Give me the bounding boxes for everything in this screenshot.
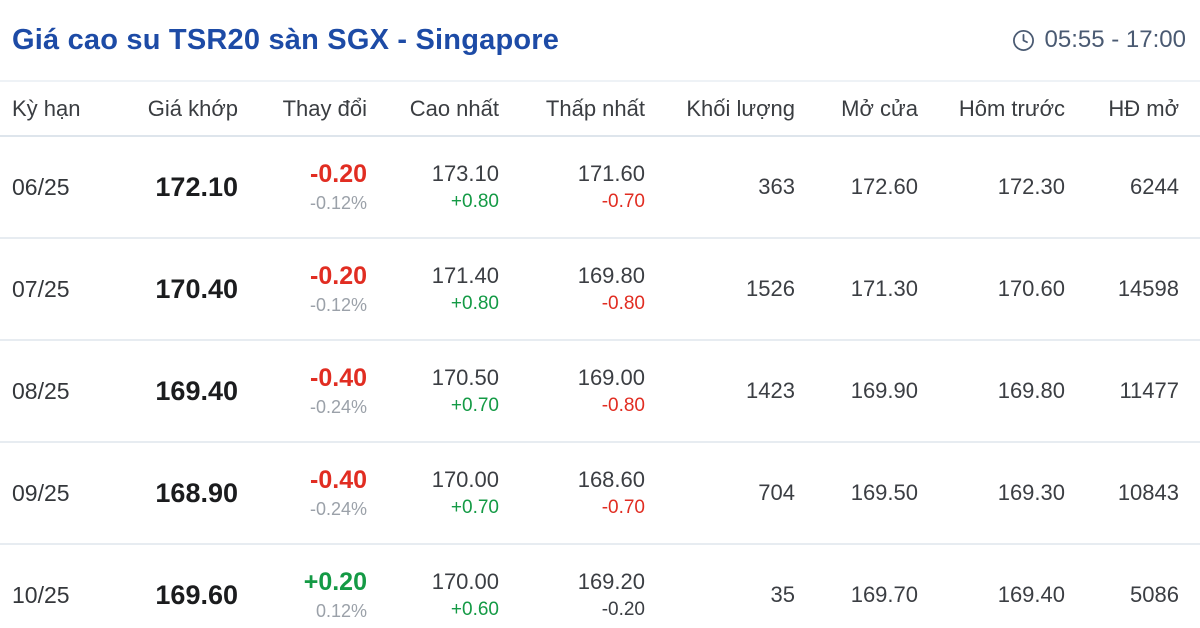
col-header-open: Mở cửa [795,82,918,137]
low-value: 169.00 [577,364,645,390]
change-cell: -0.40 -0.24% [238,442,367,545]
table-row: 10/25 169.60 +0.20 0.12% 170.00 +0.60 16… [0,544,1200,628]
low-delta: -0.80 [601,395,645,417]
high-delta: +0.60 [450,599,499,621]
change-value: -0.20 [310,160,367,189]
low-delta: -0.80 [601,293,645,315]
volume: 704 [645,442,795,545]
high-delta: +0.70 [450,497,499,519]
volume: 1526 [645,238,795,341]
high-cell: 170.00 +0.70 [367,442,499,545]
open-interest: 11477 [1065,340,1200,443]
high-cell: 170.50 +0.70 [367,340,499,443]
open-price: 171.30 [795,238,918,341]
price-table: Kỳ hạn Giá khớp Thay đổi Cao nhất Thấp n… [0,82,1200,628]
high-cell: 173.10 +0.80 [367,136,499,239]
col-header-prev-close: Hôm trước [918,82,1065,137]
low-value: 168.60 [577,466,645,492]
change-percent: -0.12% [309,294,367,315]
high-delta: +0.80 [450,191,499,213]
high-delta: +0.80 [450,293,499,315]
high-cell: 170.00 +0.60 [367,544,499,628]
low-cell: 169.20 -0.20 [499,544,645,628]
prev-close: 169.30 [918,442,1065,545]
page-title: Giá cao su TSR20 sàn SGX - Singapore [12,23,560,56]
col-header-contract: Kỳ hạn [0,82,112,137]
clock-icon [1011,28,1036,53]
high-delta: +0.70 [450,395,499,417]
high-value: 170.00 [431,466,499,492]
high-value: 170.00 [431,568,499,594]
low-value: 169.20 [577,568,645,594]
prev-close: 169.40 [997,582,1065,607]
table-row: 07/25 170.40 -0.20 -0.12% 171.40 +0.80 1… [0,238,1200,341]
last-price: 169.60 [155,579,238,610]
last-price: 169.40 [112,340,238,443]
table-row: 06/25 172.10 -0.20 -0.12% 173.10 +0.80 1… [0,136,1200,239]
widget-header: Giá cao su TSR20 sàn SGX - Singapore 05:… [0,0,1200,82]
high-value: 173.10 [431,160,499,186]
change-percent: 0.12% [315,600,367,621]
table-row: 09/25 168.90 -0.40 -0.24% 170.00 +0.70 1… [0,442,1200,545]
volume: 363 [645,136,795,239]
col-header-last-price: Giá khớp [112,82,238,137]
change-cell: -0.40 -0.24% [238,340,367,443]
low-cell: 169.80 -0.80 [499,238,645,341]
col-header-change: Thay đổi [238,82,367,137]
open-interest: 5086 [1130,582,1179,607]
contract-month: 09/25 [0,442,112,545]
session-time: 05:55 - 17:00 [1011,26,1186,54]
table-row: 08/25 169.40 -0.40 -0.24% 170.50 +0.70 1… [0,340,1200,443]
volume: 35 [770,582,795,607]
change-value: -0.40 [310,466,367,495]
last-price: 172.10 [112,136,238,239]
change-percent: -0.12% [309,192,367,213]
change-value: -0.40 [310,364,367,393]
contract-month: 07/25 [0,238,112,341]
high-value: 170.50 [431,364,499,390]
open-price: 169.70 [850,582,918,607]
open-price: 169.50 [795,442,918,545]
col-header-open-interest: HĐ mở [1065,82,1200,137]
low-delta: -0.70 [601,191,645,213]
low-delta: -0.70 [601,497,645,519]
col-header-high: Cao nhất [367,82,499,137]
open-interest: 6244 [1065,136,1200,239]
change-cell: -0.20 -0.12% [238,238,367,341]
change-cell: -0.20 -0.12% [238,136,367,239]
high-value: 171.40 [431,262,499,288]
table-header-row: Kỳ hạn Giá khớp Thay đổi Cao nhất Thấp n… [0,82,1200,137]
low-delta: -0.20 [601,599,645,621]
prev-close: 169.80 [918,340,1065,443]
contract-month: 08/25 [0,340,112,443]
low-cell: 171.60 -0.70 [499,136,645,239]
change-percent: -0.24% [309,396,367,417]
open-interest: 10843 [1065,442,1200,545]
contract-month: 06/25 [0,136,112,239]
last-price: 168.90 [112,442,238,545]
prev-close: 172.30 [918,136,1065,239]
last-price: 170.40 [112,238,238,341]
open-price: 169.90 [795,340,918,443]
change-value: -0.20 [310,262,367,291]
open-interest: 14598 [1065,238,1200,341]
col-header-volume: Khối lượng [645,82,795,137]
contract-month: 10/25 [12,581,70,608]
session-time-label: 05:55 - 17:00 [1044,26,1186,53]
change-cell: +0.20 0.12% [238,544,367,628]
change-percent: -0.24% [309,498,367,519]
low-value: 169.80 [577,262,645,288]
low-value: 171.60 [577,160,645,186]
col-header-low: Thấp nhất [499,82,645,137]
volume: 1423 [645,340,795,443]
high-cell: 171.40 +0.80 [367,238,499,341]
open-price: 172.60 [795,136,918,239]
prev-close: 170.60 [918,238,1065,341]
low-cell: 168.60 -0.70 [499,442,645,545]
change-value: +0.20 [303,568,367,597]
low-cell: 169.00 -0.80 [499,340,645,443]
